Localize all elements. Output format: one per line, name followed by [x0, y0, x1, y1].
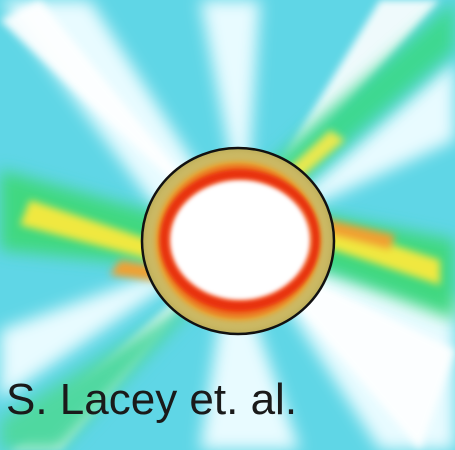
- caption: S. Lacey et. al.: [6, 378, 297, 422]
- screenshot: S. Lacey et. al.: [0, 0, 455, 450]
